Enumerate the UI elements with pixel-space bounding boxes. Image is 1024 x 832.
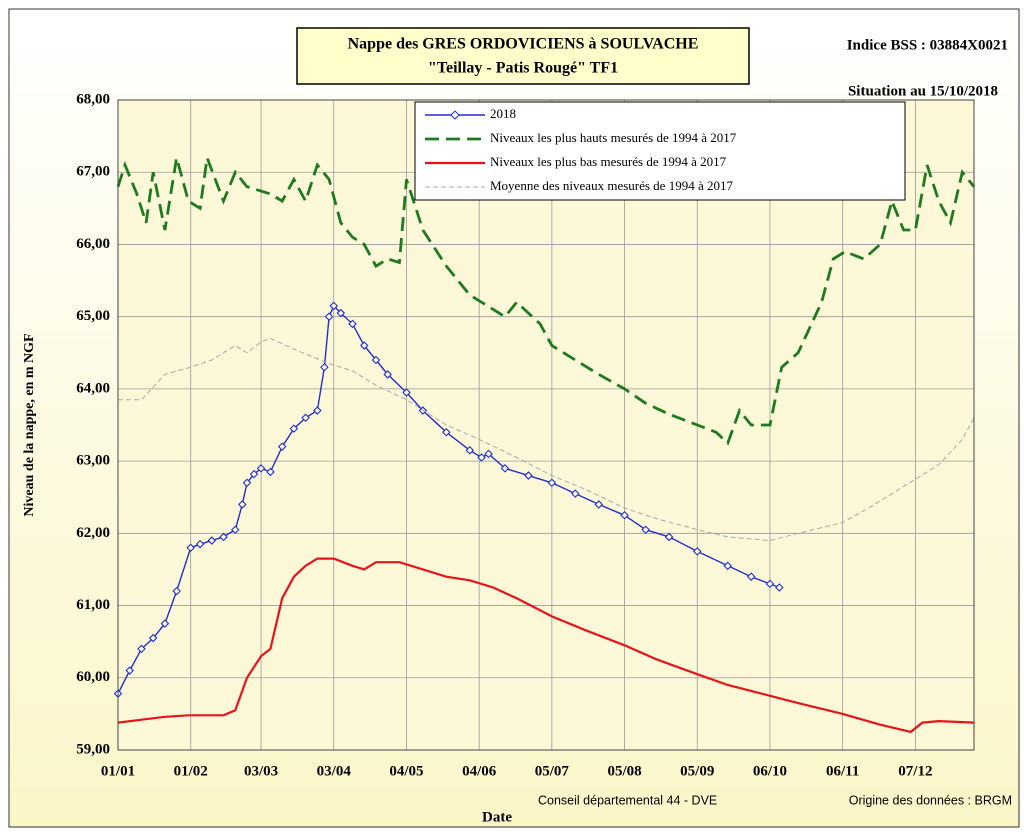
data-point <box>313 406 322 415</box>
data-point <box>324 312 334 321</box>
series-line <box>116 157 976 446</box>
legend-label: Niveaux les plus bas mesurés de 1994 à 2… <box>490 154 727 169</box>
data-point <box>524 471 533 480</box>
y-tick-label: 59,00 <box>76 741 110 757</box>
x-tick-label: 01/01 <box>101 763 135 779</box>
x-tick-label: 03/04 <box>317 763 352 779</box>
data-point <box>195 539 205 549</box>
y-tick-label: 67,00 <box>76 164 110 180</box>
legend-box <box>414 101 906 201</box>
data-point <box>547 478 557 488</box>
x-tick-label: 01/02 <box>174 763 208 779</box>
data-point <box>641 525 650 534</box>
x-tick-label: 07/12 <box>898 763 932 779</box>
data-point <box>484 449 493 459</box>
data-point <box>348 319 357 329</box>
data-point <box>571 489 580 498</box>
credit: Conseil départemental 44 - DVE <box>538 793 717 807</box>
data-point <box>329 301 339 311</box>
x-tick-label: 06/10 <box>753 763 787 779</box>
data-point <box>500 464 510 473</box>
y-tick-label: 60,00 <box>76 669 110 685</box>
data-point <box>238 500 247 509</box>
source: Origine des données : BRGM <box>849 793 1012 807</box>
data-point <box>137 644 146 654</box>
data-point <box>160 619 170 628</box>
station: Indice BSS : 03884X0021 <box>847 37 1008 53</box>
data-point <box>723 561 733 571</box>
legend-label: Niveaux les plus hauts mesurés de 1994 à… <box>490 130 737 145</box>
data-point <box>242 478 252 488</box>
data-point <box>172 586 181 596</box>
data-point <box>277 442 287 451</box>
data-point <box>230 525 240 534</box>
situation: Situation au 15/10/2018 <box>848 83 998 99</box>
y-tick-label: 66,00 <box>76 236 110 252</box>
chart-subtitle: "Teillay - Patis Rougé" TF1 <box>428 60 618 77</box>
y-tick-label: 62,00 <box>76 525 110 541</box>
data-point <box>148 633 158 643</box>
data-point <box>359 341 369 350</box>
data-point <box>664 532 674 542</box>
legend: 2018 Niveaux les plus hauts mesurés de 19… <box>414 101 906 201</box>
y-tick-label: 63,00 <box>76 453 110 469</box>
data-point <box>125 666 135 675</box>
legend-marker <box>450 110 460 120</box>
data-point <box>320 362 329 372</box>
y-axis-label: Niveau de la nappe, en m NGF <box>22 333 37 516</box>
data-point <box>186 543 195 553</box>
data-point <box>692 547 702 556</box>
data-point <box>477 453 486 462</box>
data-point <box>336 308 346 318</box>
x-axis-label: Date <box>482 809 512 825</box>
data-point <box>620 511 629 520</box>
data-point <box>746 572 756 581</box>
y-tick-label: 64,00 <box>76 380 110 396</box>
legend-label: 2018 <box>490 106 516 121</box>
data-point <box>383 370 392 379</box>
data-point <box>249 469 259 479</box>
y-tick-label: 68,00 <box>76 91 110 107</box>
data-point <box>594 500 604 509</box>
plot-border <box>117 99 975 751</box>
x-tick-label: 05/07 <box>535 763 570 779</box>
x-tick-label: 03/03 <box>244 763 278 779</box>
x-tick-label: 05/08 <box>607 763 641 779</box>
chart-title: Nappe des GRES ORDOVICIENS à SOULVACHE <box>348 36 699 53</box>
data-point <box>207 536 217 545</box>
data-point <box>301 413 310 423</box>
data-point <box>402 388 411 397</box>
data-point <box>775 583 784 592</box>
data-point <box>289 424 299 433</box>
data-point <box>371 355 381 365</box>
data-point <box>266 467 275 477</box>
x-tick-label: 04/06 <box>462 763 497 779</box>
data-point <box>765 579 775 589</box>
y-tick-label: 61,00 <box>76 597 110 613</box>
lines <box>113 157 976 734</box>
x-tick-label: 04/05 <box>389 763 423 779</box>
x-tick-label: 05/09 <box>680 763 714 779</box>
data-point <box>256 464 266 473</box>
data-point <box>442 427 451 437</box>
data-point <box>465 446 475 455</box>
series-line <box>117 557 975 734</box>
y-tick-label: 65,00 <box>76 308 110 324</box>
series-line <box>118 337 975 542</box>
x-tick-label: 06/11 <box>826 763 859 779</box>
legend-label: Moyenne des niveaux mesurés de 1994 à 20… <box>490 178 733 193</box>
title-box <box>296 27 750 85</box>
data-point <box>219 532 228 542</box>
